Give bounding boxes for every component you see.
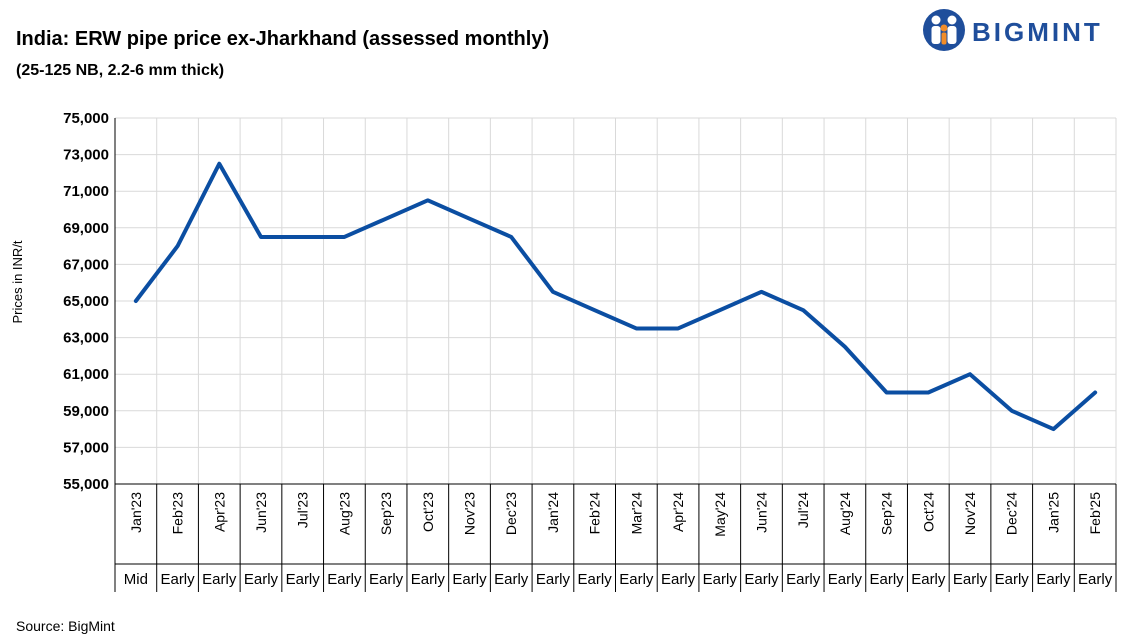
x-subcategory-label: Early [870, 571, 905, 588]
x-tick-label: May'24 [712, 492, 728, 537]
x-subcategory-label: Early [786, 571, 821, 588]
x-tick-label: Feb'25 [1087, 492, 1103, 535]
x-subcategory-label: Early [911, 571, 946, 588]
x-subcategory-label: Early [536, 571, 571, 588]
y-tick-label: 75,000 [63, 110, 109, 127]
x-tick-label: Aug'23 [336, 492, 352, 535]
x-subcategory-label: Early [619, 571, 654, 588]
x-tick-label: Oct'24 [920, 492, 936, 532]
x-tick-label: Apr'24 [670, 492, 686, 532]
x-tick-label: Sep'23 [378, 492, 394, 535]
x-subcategory-label: Early [1036, 571, 1071, 588]
bigmint-people-logo-icon [923, 9, 965, 51]
bigmint-logo: BIGMINT [922, 8, 1132, 54]
x-tick-label: Jul'23 [295, 492, 311, 528]
logo-text: BIGMINT [972, 17, 1103, 47]
y-axis-label: Prices in INR/t [10, 240, 25, 323]
x-subcategory-label: Early [703, 571, 738, 588]
x-subcategory-label: Early [995, 571, 1030, 588]
y-tick-label: 69,000 [63, 220, 109, 237]
x-subcategory-label: Early [578, 571, 613, 588]
y-tick-label: 67,000 [63, 256, 109, 273]
x-tick-label: Jul'24 [795, 492, 811, 528]
y-tick-label: 61,000 [63, 366, 109, 383]
x-tick-label: Jan'25 [1045, 492, 1061, 533]
x-tick-label: Jan'24 [545, 492, 561, 533]
x-tick-label: Jun'23 [253, 492, 269, 533]
x-tick-label: Nov'24 [962, 492, 978, 535]
y-tick-label: 57,000 [63, 439, 109, 456]
price-series-line [133, 161, 1098, 432]
y-tick-label: 59,000 [63, 403, 109, 420]
chart-subtitle: (25-125 NB, 2.2-6 mm thick) [16, 62, 225, 79]
y-tick-label: 65,000 [63, 293, 109, 310]
chart-title: India: ERW pipe price ex-Jharkhand (asse… [16, 28, 550, 50]
x-tick-label: Mar'24 [628, 492, 644, 535]
x-subcategory-label: Early [452, 571, 487, 588]
x-subcategory-label: Early [244, 571, 279, 588]
x-tick-label: Jan'23 [128, 492, 144, 533]
x-tick-label: Jun'24 [753, 492, 769, 533]
x-tick-label: Aug'24 [837, 492, 853, 535]
x-subcategory-label: Early [661, 571, 696, 588]
x-tick-label: Apr'23 [211, 492, 227, 532]
x-subcategory-label: Early [327, 571, 362, 588]
x-tick-label: Dec'23 [503, 492, 519, 535]
x-subcategory-label: Early [1078, 571, 1113, 588]
y-tick-label: 71,000 [63, 183, 109, 200]
x-tick-label: Dec'24 [1004, 492, 1020, 535]
x-subcategory-label: Early [744, 571, 779, 588]
x-tick-label: Feb'23 [170, 492, 186, 535]
x-tick-label: Sep'24 [879, 492, 895, 535]
x-subcategory-label: Early [828, 571, 863, 588]
x-tick-label: Nov'23 [462, 492, 478, 535]
x-tick-label: Oct'23 [420, 492, 436, 532]
y-tick-label: 63,000 [63, 330, 109, 347]
y-tick-label: 55,000 [63, 476, 109, 493]
x-subcategory-label: Early [160, 571, 195, 588]
y-tick-label: 73,000 [63, 147, 109, 164]
x-subcategory-label: Early [953, 571, 988, 588]
x-subcategory-label: Early [286, 571, 321, 588]
x-subcategory-label: Early [202, 571, 237, 588]
x-subcategory-label: Mid [124, 571, 148, 588]
x-tick-label: Feb'24 [587, 492, 603, 535]
x-subcategory-label: Early [411, 571, 446, 588]
x-subcategory-label: Early [494, 571, 529, 588]
x-subcategory-label: Early [369, 571, 404, 588]
source-note: Source: BigMint [16, 618, 115, 634]
